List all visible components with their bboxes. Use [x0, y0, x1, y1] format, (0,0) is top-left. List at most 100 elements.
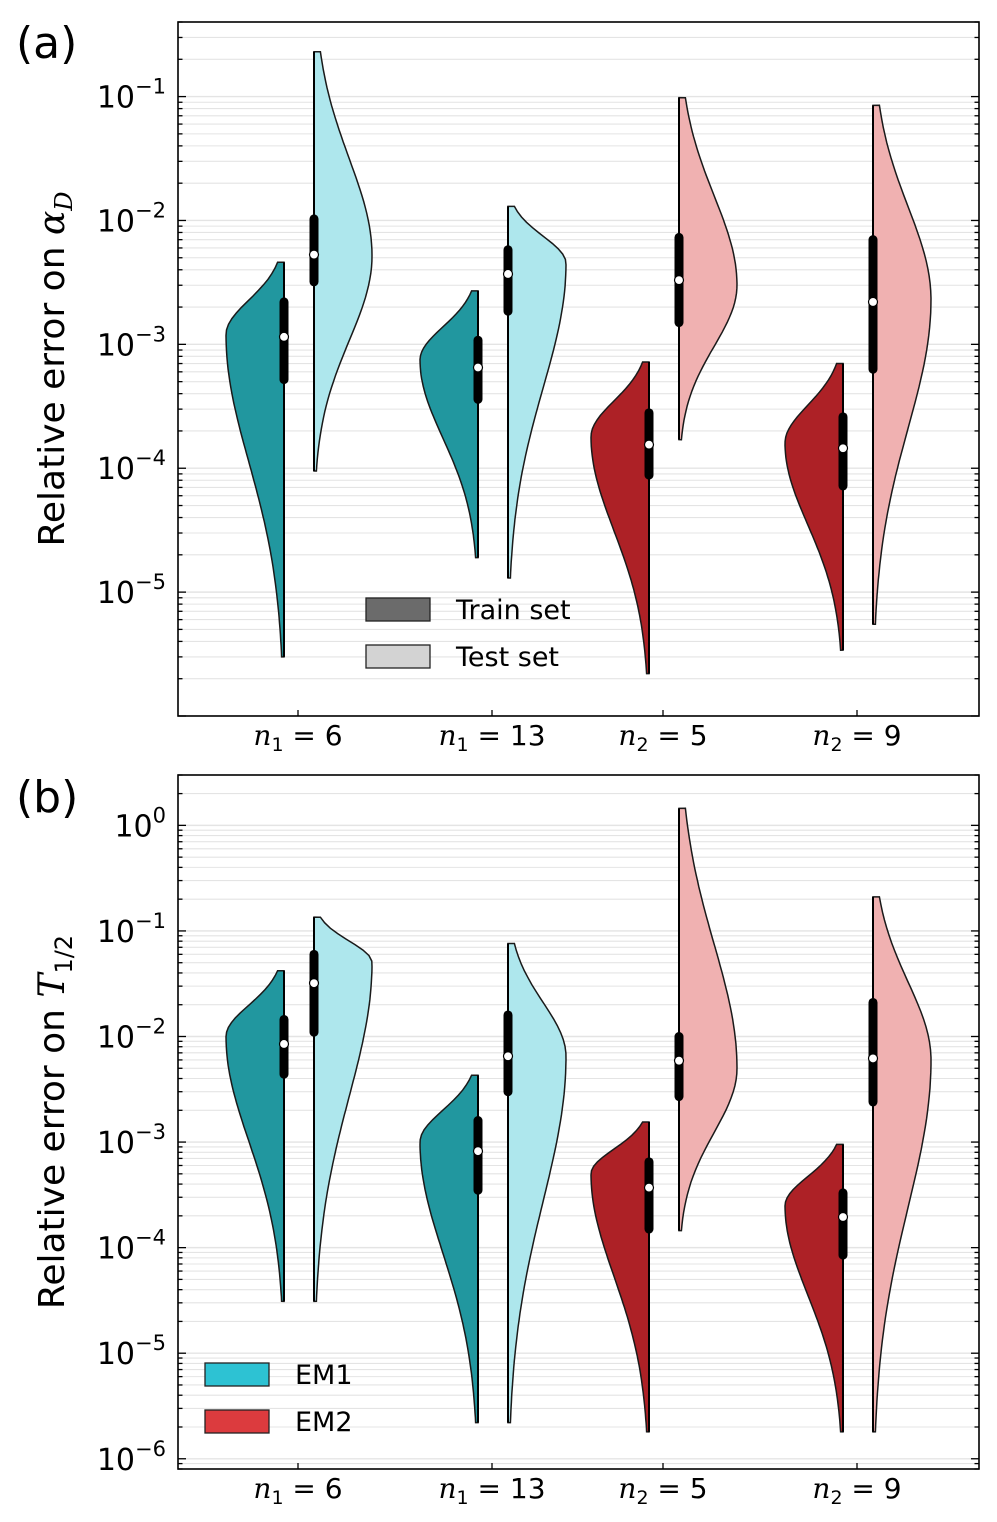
y-tick-label: 10−4 — [97, 446, 166, 487]
violins — [225, 51, 932, 675]
legend-label: Train set — [455, 595, 571, 626]
legend-swatch — [365, 597, 431, 622]
category-subscript: 1 — [457, 1487, 469, 1509]
category-value: = 6 — [284, 1472, 343, 1505]
category-subscript: 2 — [636, 734, 648, 756]
violin-train-0 — [225, 261, 285, 658]
grid — [178, 22, 979, 716]
violin-train-1 — [419, 290, 479, 559]
violin-train-0 — [225, 969, 285, 1303]
y-title-subscript: D — [50, 191, 78, 211]
y-tick-exp: −3 — [135, 322, 166, 346]
y-tick-label: 10−5 — [97, 1331, 166, 1372]
category-value: = 6 — [284, 719, 343, 752]
y-tick-label: 10−1 — [97, 909, 166, 950]
violin-test-0 — [313, 51, 373, 472]
y-tick-base: 10 — [97, 204, 135, 239]
y-tick-label: 10−2 — [97, 198, 166, 239]
violin-median-marker — [643, 1182, 655, 1193]
legend-swatch — [204, 1362, 270, 1387]
violin-median-marker — [673, 275, 685, 286]
violin-median-marker — [643, 439, 655, 450]
y-tick-exp: −1 — [135, 75, 166, 99]
violin-train-3 — [784, 1143, 844, 1433]
y-tick-label: 10−4 — [97, 1226, 166, 1267]
axes-frame — [177, 774, 980, 1470]
violin-median-marker — [278, 1038, 290, 1050]
y-tick-exp: −5 — [135, 570, 166, 594]
y-tick-base: 10 — [97, 81, 135, 116]
legend-swatch — [204, 1409, 270, 1434]
x-category-label: n2 = 5 — [618, 1472, 707, 1509]
x-category-label: n2 = 5 — [618, 719, 707, 756]
y-tick-base: 10 — [97, 1232, 135, 1267]
violin-test-0 — [313, 916, 373, 1303]
y-tick-label: 10−2 — [97, 1015, 166, 1056]
y-title-prefix: Relative error on — [32, 998, 73, 1310]
violin-test-3 — [872, 104, 932, 626]
legend-label: Test set — [455, 642, 559, 673]
x-category-label: n1 = 6 — [253, 719, 342, 756]
violin-median-marker — [837, 1211, 849, 1223]
y-axis-title: Relative error on αD — [32, 191, 78, 546]
violin-test-2 — [678, 807, 738, 1232]
category-value: = 9 — [843, 719, 902, 752]
violin-median-marker — [502, 1051, 514, 1062]
category-var: n — [812, 719, 830, 752]
category-subscript: 1 — [271, 1487, 283, 1509]
violin-median-marker — [472, 1146, 484, 1157]
y-tick-exp: 0 — [153, 803, 166, 827]
violin-test-1 — [507, 205, 567, 579]
panel-label: (a) — [16, 18, 77, 69]
y-tick-base: 10 — [97, 1337, 135, 1372]
y-tick-base: 10 — [97, 1021, 135, 1056]
y-title-prefix: Relative error on — [32, 235, 73, 547]
y-tick-exp: −5 — [135, 1331, 166, 1355]
y-tick-exp: −2 — [135, 198, 166, 222]
x-category-label: n1 = 13 — [438, 719, 545, 756]
y-tick-exp: −3 — [135, 1120, 166, 1144]
legend-label: EM2 — [295, 1407, 353, 1438]
category-value: = 5 — [649, 1472, 708, 1505]
category-subscript: 1 — [271, 734, 283, 756]
legend: Train set Test set — [365, 595, 571, 673]
violin-median-marker — [867, 296, 879, 308]
violin-median-marker — [867, 1053, 879, 1064]
legend: EM1 EM2 — [204, 1360, 353, 1438]
category-value: = 5 — [649, 719, 708, 752]
y-tick-base: 10 — [97, 915, 135, 950]
violin-train-2 — [590, 361, 650, 675]
x-category-label: n2 = 9 — [812, 719, 901, 756]
category-subscript: 2 — [830, 734, 842, 756]
violin-median-marker — [502, 268, 514, 280]
y-tick-exp: −1 — [135, 909, 166, 933]
violin-median-marker — [837, 443, 849, 454]
panel-label: (b) — [16, 772, 78, 823]
violin-train-1 — [419, 1074, 479, 1424]
violin-test-1 — [507, 942, 567, 1424]
y-tick-base: 10 — [114, 809, 152, 844]
grid — [178, 775, 979, 1469]
violin-median-marker — [308, 978, 320, 989]
category-subscript: 1 — [457, 734, 469, 756]
category-subscript: 2 — [636, 1487, 648, 1509]
y-title-symbol: α — [32, 211, 73, 235]
y-tick-base: 10 — [97, 452, 135, 487]
y-tick-label: 10−5 — [97, 570, 166, 611]
y-title-symbol: T — [32, 971, 73, 998]
category-var: n — [812, 1472, 830, 1505]
category-subscript: 2 — [830, 1487, 842, 1509]
violin-median-marker — [308, 249, 320, 260]
category-value: = 13 — [469, 719, 546, 752]
y-axis: 10−510−410−310−210−1 — [97, 21, 979, 717]
y-tick-label: 10−1 — [97, 75, 166, 116]
category-var: n — [618, 1472, 636, 1505]
y-tick-exp: −4 — [135, 1226, 166, 1250]
y-tick-base: 10 — [97, 1443, 135, 1478]
y-tick-label: 10−3 — [97, 322, 166, 363]
y-title-subscript: 1/2 — [50, 935, 78, 974]
violin-median-marker — [278, 331, 290, 342]
